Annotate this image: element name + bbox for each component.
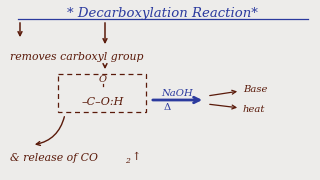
- Text: NaOH: NaOH: [161, 89, 193, 98]
- Text: O: O: [99, 75, 107, 84]
- Text: Base: Base: [243, 86, 268, 94]
- Text: removes carboxyl group: removes carboxyl group: [10, 52, 143, 62]
- Bar: [58, 74, 146, 112]
- Text: * Decarboxylation Reaction*: * Decarboxylation Reaction*: [67, 6, 257, 19]
- Text: Δ: Δ: [164, 103, 171, 112]
- Text: heat: heat: [243, 105, 265, 114]
- Text: –C–O:H: –C–O:H: [82, 97, 124, 107]
- Text: & release of CO: & release of CO: [10, 153, 98, 163]
- Text: 2: 2: [125, 157, 130, 165]
- Text: ↑: ↑: [132, 152, 141, 162]
